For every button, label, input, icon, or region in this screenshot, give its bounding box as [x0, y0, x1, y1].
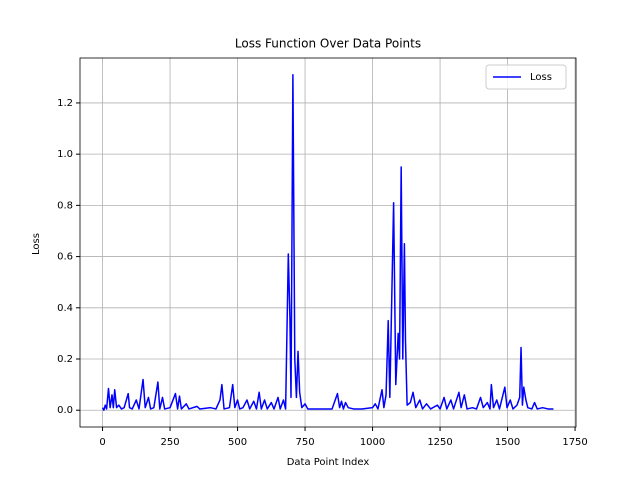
y-tick-label: 1.2 [57, 98, 73, 109]
legend-label: Loss [530, 72, 552, 83]
legend-box [485, 64, 567, 90]
x-tick-label: 1000 [360, 437, 385, 448]
x-tick-label: 1500 [495, 437, 520, 448]
x-tick-label: 250 [160, 437, 179, 448]
y-tick-label: 1.0 [57, 149, 73, 160]
y-tick-label: 0.4 [57, 303, 73, 314]
axes-frame [79, 57, 577, 428]
x-tick-label: 0 [99, 437, 105, 448]
y-tick-label: 0.0 [57, 405, 73, 416]
chart-title: Loss Function Over Data Points [235, 37, 421, 51]
line-series [101, 74, 554, 411]
x-tick-label: 500 [228, 437, 247, 448]
x-axis-label: Data Point Index [287, 457, 370, 468]
y-tick-label: 0.2 [57, 354, 73, 365]
y-tick-label: 0.8 [57, 200, 73, 211]
x-tick-label: 1750 [562, 437, 587, 448]
y-axis-label: Loss [31, 233, 42, 255]
y-tick-label: 0.6 [57, 252, 73, 263]
x-tick-label: 1250 [427, 437, 452, 448]
x-tick-label: 750 [296, 437, 315, 448]
